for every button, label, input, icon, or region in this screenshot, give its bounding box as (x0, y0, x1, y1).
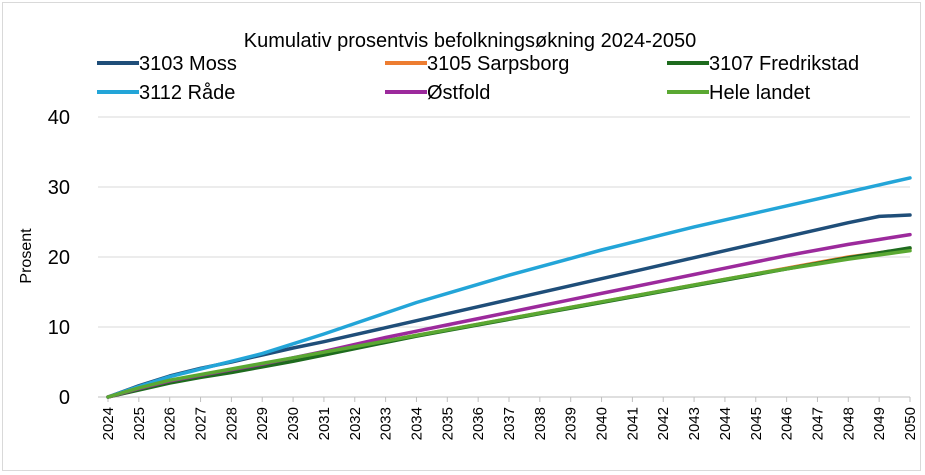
x-tick-label: 2027 (193, 407, 210, 440)
legend-label: Østfold (427, 82, 490, 104)
x-tick-label: 2032 (347, 407, 364, 440)
x-tick-label: 2025 (131, 407, 148, 440)
legend-item: 3103 Moss (97, 53, 237, 75)
x-tick-label: 2024 (100, 407, 117, 440)
x-tick-label: 2034 (408, 407, 425, 440)
series-line (106, 248, 912, 399)
x-tick-label: 2036 (470, 407, 487, 440)
x-tick-label: 2040 (594, 407, 611, 440)
x-tick-label: 2044 (717, 407, 734, 440)
x-tick-label: 2045 (748, 407, 765, 440)
x-tick-label: 2029 (254, 407, 271, 440)
x-tick-label: 2046 (779, 407, 796, 440)
legend-item: 3105 Sarpsborg (385, 53, 569, 75)
x-tick-label: 2049 (871, 407, 888, 440)
x-tick-label: 2030 (285, 407, 302, 440)
x-tick-label: 2033 (378, 407, 395, 440)
x-tick-label: 2041 (624, 407, 641, 440)
y-axis-label: Prosent (18, 228, 35, 284)
y-tick-label: 10 (48, 317, 70, 339)
legend-item: 3112 Råde (97, 82, 235, 104)
y-axis-ticks: 0 10 20 30 40 (48, 107, 70, 409)
x-tick-label: 2037 (501, 407, 518, 440)
gridlines (98, 116, 910, 398)
y-tick-label: 30 (48, 177, 70, 199)
x-tick-label: 2048 (840, 407, 857, 440)
legend: 3103 Moss 3105 Sarpsborg 3107 Fredrikstad 3… (97, 53, 859, 104)
series-line (106, 246, 912, 399)
y-tick-label: 40 (48, 107, 70, 129)
legend-item: Østfold (385, 82, 490, 104)
series-line (106, 176, 912, 399)
legend-item: 3107 Fredrikstad (667, 53, 859, 75)
legend-label: 3105 Sarpsborg (427, 53, 569, 75)
x-tick-label: 2038 (532, 407, 549, 440)
x-tick-label: 2050 (902, 407, 919, 440)
legend-label: 3103 Moss (139, 53, 237, 75)
x-tick-label: 2028 (223, 407, 240, 440)
x-tick-label: 2026 (162, 407, 179, 440)
series-lines (106, 176, 912, 399)
x-tick-label: 2043 (686, 407, 703, 440)
legend-item: Hele landet (667, 82, 811, 104)
legend-label: 3112 Råde (139, 82, 235, 104)
y-tick-label: 0 (59, 387, 70, 409)
x-tick-label: 2031 (316, 407, 333, 440)
chart-title: Kumulativ prosentvis befolkningsøkning 2… (244, 30, 697, 52)
x-tick-label: 2047 (809, 407, 826, 440)
x-tick-label: 2039 (563, 407, 580, 440)
x-tick-label: 2035 (439, 407, 456, 440)
x-axis-ticks: 2024 2025 2026 2027 2028 2029 2030 2031 2032 2033… (100, 397, 919, 440)
y-tick-label: 20 (48, 247, 70, 269)
legend-label: 3107 Fredrikstad (709, 53, 859, 75)
legend-label: Hele landet (709, 82, 811, 104)
x-tick-label: 2042 (655, 407, 672, 440)
